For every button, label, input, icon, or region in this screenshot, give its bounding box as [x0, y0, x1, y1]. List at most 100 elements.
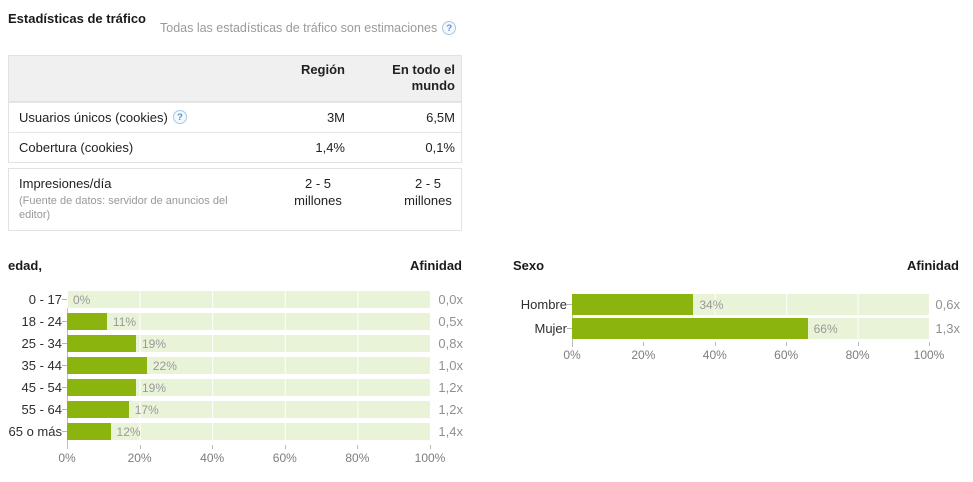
x-axis-label: 0% [563, 348, 581, 362]
chart-row: 25 - 34 19% 0,8x [0, 335, 466, 352]
world-value: 0,1% [425, 139, 455, 155]
x-axis-label: 20% [127, 451, 152, 465]
x-axis-tick [572, 342, 573, 346]
region-value: 3M [326, 109, 345, 125]
data-source-note: (Fuente de datos: servidor de anuncios d… [19, 195, 228, 222]
help-icon[interactable]: ? [172, 110, 187, 124]
impressions-table: Impresiones/día (Fuente de datos: servid… [8, 168, 462, 231]
category-label: 35 - 44 [21, 358, 62, 373]
category-label: 18 - 24 [21, 314, 62, 329]
axis-tick [62, 387, 67, 388]
x-axis-tick [212, 445, 214, 449]
x-axis-tick [929, 342, 930, 346]
x-axis-tick [643, 342, 645, 346]
row-label: Usuarios únicos (cookies) [19, 109, 168, 125]
age-chart-header: edad, Afinidad [0, 258, 466, 278]
x-axis-label: 40% [200, 451, 225, 465]
x-axis-label: 20% [631, 348, 656, 362]
x-axis: 0% 20% 40% 60% 80% 100% [563, 342, 944, 364]
x-axis-tick [857, 342, 859, 346]
bar-value-label: 19% [141, 336, 166, 351]
affinity-value: 0,5x [438, 314, 463, 329]
bar [572, 318, 808, 339]
chart-row: 0 - 17 0% 0,0x [0, 291, 466, 308]
page-title: Estadísticas de tráfico [8, 11, 146, 26]
help-icon[interactable]: ? [442, 21, 457, 35]
bar-track: 0% [67, 291, 430, 308]
category-label: 0 - 17 [28, 292, 62, 307]
estimation-note: Todas las estadísticas de tráfico son es… [160, 21, 457, 35]
world-value: 2 - 5 millones [404, 176, 452, 208]
x-axis-label: 60% [272, 451, 297, 465]
row-label-cell: Usuarios únicos (cookies) ? [9, 103, 259, 132]
bar-value-label: 19% [141, 380, 166, 395]
table-header-row: Región En todo el mundo [9, 56, 461, 102]
bar [67, 335, 136, 352]
axis-tick [62, 321, 67, 322]
affinity-value: 1,2x [438, 402, 463, 417]
gender-chart-header: Sexo Afinidad [505, 258, 963, 278]
axis-tick [567, 304, 572, 305]
age-chart-title: edad, [8, 258, 42, 273]
affinity-value: 1,0x [438, 358, 463, 373]
x-axis-label: 100% [913, 348, 945, 362]
category-label: 65 o más [8, 424, 62, 439]
affinity-header: Afinidad [907, 258, 959, 273]
estimation-note-text: Todas las estadísticas de tráfico son es… [160, 21, 438, 35]
chart-row: Hombre 34% 0,6x [505, 294, 963, 315]
bar [572, 294, 694, 315]
bar-track: 66% [572, 318, 929, 339]
traffic-stats-table: Región En todo el mundo Usuarios únicos … [8, 55, 462, 163]
affinity-value: 1,3x [935, 321, 960, 336]
bar-value-label: 12% [116, 424, 141, 439]
chart-row: 55 - 64 17% 1,2x [0, 401, 466, 418]
category-label: 25 - 34 [21, 336, 62, 351]
chart-row: 35 - 44 22% 1,0x [0, 357, 466, 374]
gender-chart: Sexo Afinidad Hombre 34% 0,6x Mujer 66% [505, 258, 963, 364]
x-axis-label: 80% [845, 348, 870, 362]
row-label: Cobertura (cookies) [19, 139, 134, 155]
bar-value-label: 0% [73, 292, 91, 307]
x-axis-label: 100% [414, 451, 446, 465]
bar-track: 12% [67, 423, 430, 440]
axis-tick [62, 343, 67, 344]
x-axis-tick [139, 445, 141, 449]
axis-tick [62, 409, 67, 410]
world-value: 6,5M [426, 109, 455, 125]
affinity-value: 0,8x [438, 336, 463, 351]
category-label: Mujer [534, 321, 567, 336]
gender-chart-title: Sexo [513, 258, 545, 273]
bar-track: 11% [67, 313, 430, 330]
bar-value-label: 17% [134, 402, 159, 417]
region-value: 1,4% [315, 139, 345, 155]
bar-value-label: 66% [813, 321, 838, 336]
bar [67, 401, 129, 418]
bar [67, 357, 147, 374]
table-row: Usuarios únicos (cookies) ? 3M 6,5M [9, 101, 461, 132]
age-chart: edad, Afinidad 0 - 17 0% 0,0x 18 - 24 11… [0, 258, 466, 467]
bar-track: 22% [67, 357, 430, 374]
row-label: Impresiones/día [19, 176, 112, 191]
x-axis-tick [786, 342, 788, 346]
axis-tick [62, 365, 67, 366]
bar [67, 379, 136, 396]
chart-row: Mujer 66% 1,3x [505, 318, 963, 339]
bar-track: 34% [572, 294, 929, 315]
axis-tick [62, 431, 67, 432]
category-label: 55 - 64 [21, 402, 62, 417]
x-axis-tick [430, 445, 431, 449]
column-header-world: En todo el mundo [392, 62, 455, 94]
x-axis-tick [67, 445, 68, 449]
bar [67, 423, 111, 440]
affinity-value: 1,4x [438, 424, 463, 439]
x-axis-label: 0% [58, 451, 76, 465]
bar-track: 17% [67, 401, 430, 418]
bar-value-label: 11% [112, 314, 137, 329]
table-row: Cobertura (cookies) 1,4% 0,1% [9, 131, 461, 162]
table-row: Impresiones/día (Fuente de datos: servid… [9, 169, 461, 230]
bar-track: 19% [67, 335, 430, 352]
x-axis-label: 80% [345, 451, 370, 465]
category-label: 45 - 54 [21, 380, 62, 395]
category-label: Hombre [520, 297, 567, 312]
column-header-region: Región [300, 62, 345, 77]
